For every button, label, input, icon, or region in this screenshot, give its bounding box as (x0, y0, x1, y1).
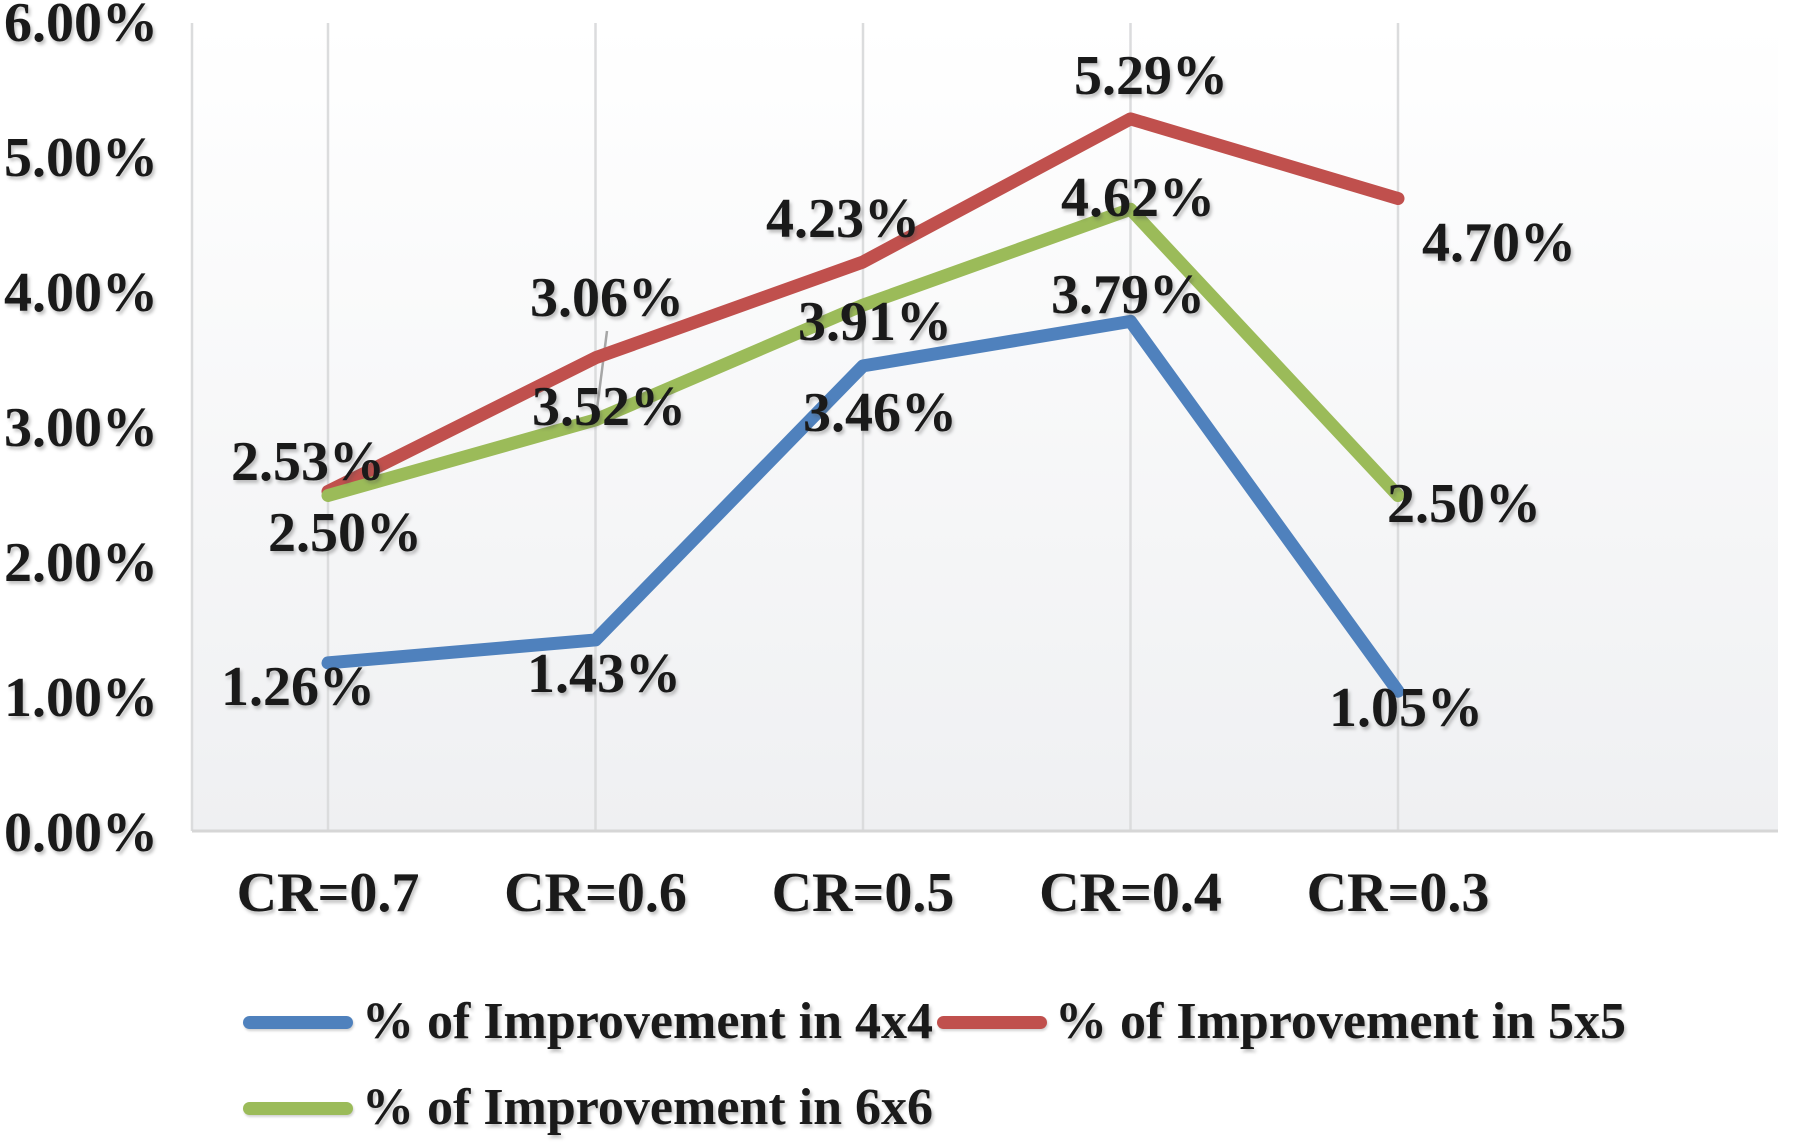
data-label: 1.05% (1329, 677, 1483, 739)
legend-swatch-5x5 (937, 1016, 1047, 1029)
data-label: 4.62% (1061, 167, 1215, 229)
series-line-4x4 (321, 314, 1405, 698)
data-label: 3.91% (798, 291, 952, 353)
data-label: 5.29% (1074, 45, 1228, 107)
data-label: 4.23% (766, 188, 920, 250)
y-axis-tick-label: 0.00% (4, 802, 158, 864)
data-label: 2.53% (231, 431, 385, 493)
x-axis-category-label: CR=0.4 (1039, 862, 1222, 924)
y-axis-tick-label: 5.00% (4, 127, 158, 189)
plot-background (192, 23, 1778, 831)
data-label: 3.52% (532, 376, 686, 438)
legend-label-4x4: % of Improvement in 4x4 (362, 993, 934, 1050)
data-label: 2.50% (1387, 473, 1541, 535)
data-label: 1.43% (527, 643, 681, 705)
y-axis-tick-label: 2.00% (4, 532, 158, 594)
series-line-5x5 (321, 112, 1405, 498)
legend-swatch-6x6 (243, 1102, 353, 1115)
data-label: 3.79% (1051, 264, 1205, 326)
leader-line (595, 330, 609, 410)
data-label: 2.50% (268, 502, 422, 564)
x-axis-category-label: CR=0.3 (1307, 862, 1490, 924)
data-label: 1.26% (221, 656, 375, 718)
x-axis-category-label: CR=0.7 (237, 862, 420, 924)
legend-label-5x5: % of Improvement in 5x5 (1055, 993, 1627, 1050)
x-axis-category-labels: CR=0.7 CR=0.6 CR=0.5 CR=0.4 CR=0.3 (237, 862, 1490, 924)
y-axis-tick-labels: 0.00% 1.00% 2.00% 3.00% 4.00% 5.00% 6.00% (4, 0, 158, 864)
data-labels: 1.26% 1.43% 3.46% 3.79% 1.05% 2.53% 3.52% 4.23%… (221, 45, 1576, 739)
y-axis-tick-label: 6.00% (4, 0, 158, 54)
vertical-gridlines (190, 23, 1400, 831)
x-axis-category-label: CR=0.6 (504, 862, 687, 924)
data-label: 3.46% (803, 382, 957, 444)
y-axis-tick-label: 1.00% (4, 667, 158, 729)
x-axis-category-label: CR=0.5 (772, 862, 955, 924)
y-axis-tick-label: 4.00% (4, 262, 158, 324)
plot-area (192, 23, 1778, 831)
data-label: 4.70% (1422, 212, 1576, 274)
label-leader-line (595, 330, 609, 410)
series-lines (321, 112, 1405, 698)
data-label: 3.06% (530, 267, 684, 329)
legend-label-6x6: % of Improvement in 6x6 (362, 1079, 934, 1136)
y-axis-tick-label: 3.00% (4, 397, 158, 459)
legend-swatch-4x4 (243, 1016, 353, 1029)
series-line-6x6 (321, 202, 1405, 502)
